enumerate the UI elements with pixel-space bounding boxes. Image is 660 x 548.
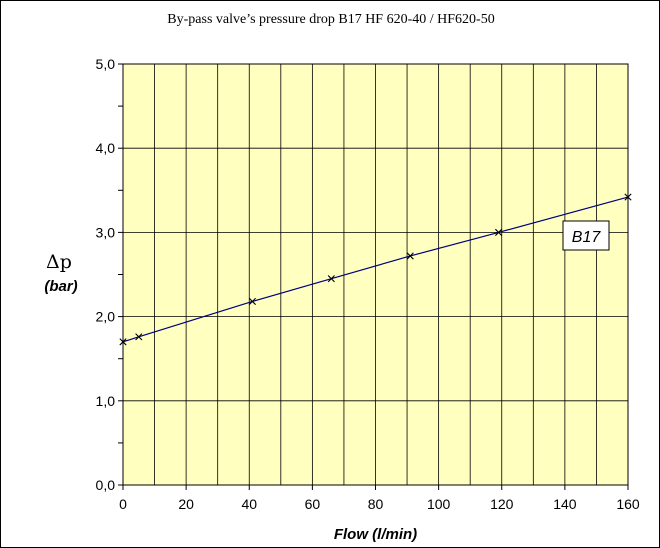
y-tick-label: 0,0	[96, 477, 116, 493]
x-tick-label: 100	[427, 496, 451, 512]
y-tick-label: 2,0	[96, 309, 116, 325]
x-tick-label: 60	[305, 496, 321, 512]
y-tick-label: 3,0	[96, 224, 116, 240]
x-tick-label: 0	[119, 496, 127, 512]
y-axis-symbol: Δp	[46, 251, 72, 273]
chart-title: By-pass valve’s pressure drop B17 HF 620…	[167, 12, 494, 27]
data-point-marker	[119, 338, 127, 346]
grid-layer	[123, 64, 628, 485]
tick-layer: 0,0 1,0 2,0 3,0 4,0 5,0 0 20 40 60 80 100 120 140 160	[96, 56, 640, 512]
y-axis-unit: (bar)	[44, 278, 77, 295]
x-tick-label: 140	[553, 496, 577, 512]
data-point-marker	[624, 193, 632, 201]
series-label-box: B17	[562, 220, 610, 251]
x-tick-label: 80	[368, 496, 384, 512]
data-point-marker	[495, 228, 503, 236]
series-label: B17	[572, 229, 602, 246]
data-point-marker	[248, 297, 256, 306]
x-tick-label: 40	[241, 496, 257, 512]
series-layer	[119, 193, 632, 346]
y-tick-label: 4,0	[96, 140, 116, 156]
y-tick-label: 5,0	[96, 56, 116, 72]
data-point-marker	[327, 275, 335, 283]
x-tick-label: 120	[490, 496, 514, 512]
x-axis-title: Flow (l/min)	[334, 526, 417, 543]
x-tick-label: 160	[616, 496, 640, 512]
y-tick-label: 1,0	[96, 393, 116, 409]
data-point-marker	[406, 252, 414, 260]
data-point-marker	[135, 333, 143, 341]
x-tick-label: 20	[178, 496, 194, 512]
